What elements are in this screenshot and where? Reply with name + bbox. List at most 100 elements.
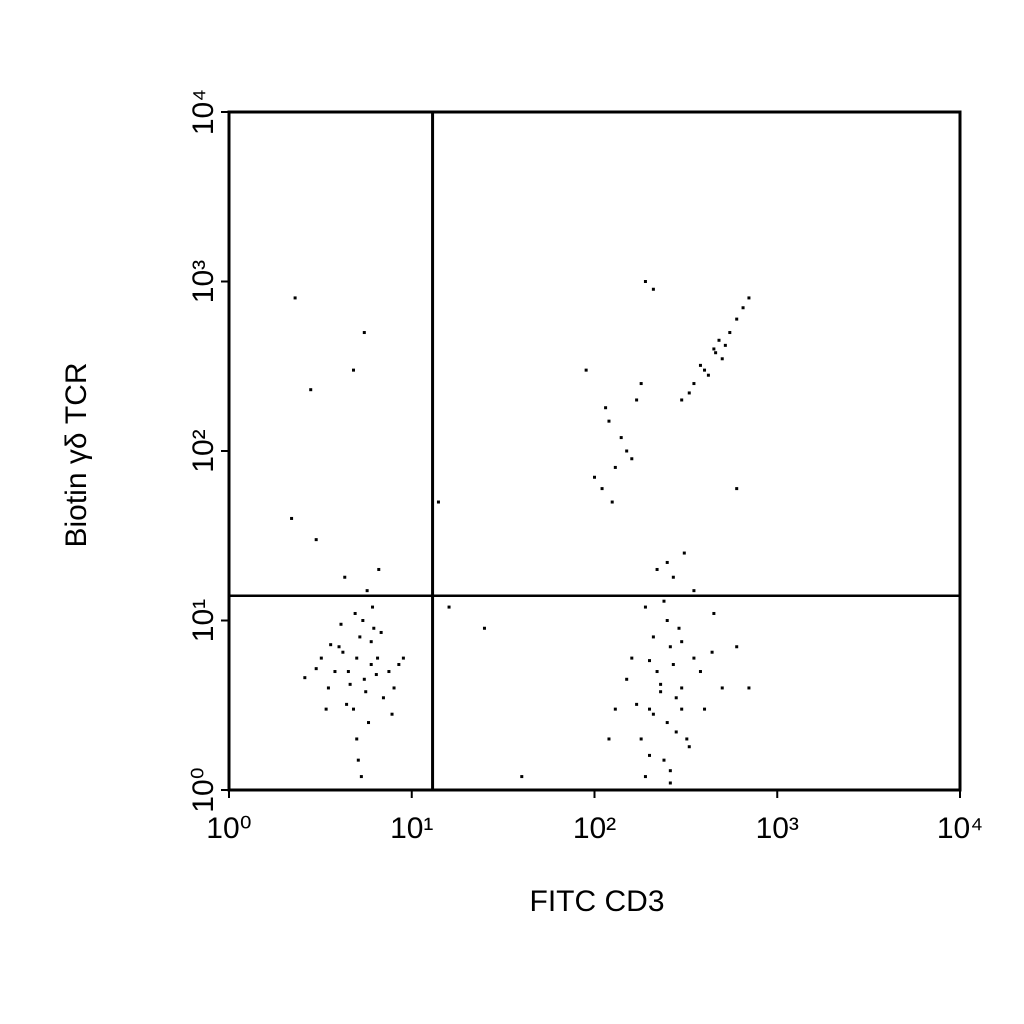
dot bbox=[293, 296, 297, 300]
dot bbox=[639, 382, 643, 386]
dot bbox=[712, 611, 716, 615]
dot bbox=[630, 656, 634, 660]
y-axis-label: Biotin γδ TCR bbox=[60, 362, 93, 547]
dot bbox=[356, 758, 360, 762]
dot bbox=[371, 605, 375, 609]
dot bbox=[698, 670, 702, 674]
dot bbox=[698, 363, 702, 367]
dot bbox=[341, 650, 345, 654]
dot bbox=[741, 306, 745, 310]
dot bbox=[359, 775, 363, 779]
dot bbox=[351, 707, 355, 711]
dot bbox=[747, 686, 751, 690]
dot bbox=[659, 682, 663, 686]
dot bbox=[348, 682, 352, 686]
y-tick-label: 10⁰ bbox=[187, 767, 220, 812]
dot bbox=[662, 758, 666, 762]
dot bbox=[390, 712, 394, 716]
dot bbox=[303, 676, 307, 680]
dot bbox=[643, 280, 647, 283]
x-tick-label: 10² bbox=[573, 812, 616, 845]
dot bbox=[687, 391, 691, 395]
dot bbox=[680, 707, 684, 711]
dot bbox=[635, 398, 639, 402]
dot bbox=[703, 707, 707, 711]
dot bbox=[353, 611, 357, 615]
x-tick-label: 10⁰ bbox=[206, 812, 251, 845]
dot bbox=[643, 605, 647, 609]
y-tick-label: 10⁴ bbox=[187, 89, 220, 135]
dot bbox=[655, 567, 659, 571]
dot bbox=[665, 721, 669, 725]
dot bbox=[381, 696, 385, 700]
dot bbox=[369, 663, 373, 667]
dot bbox=[648, 659, 652, 663]
dot bbox=[735, 645, 739, 649]
dot bbox=[668, 769, 672, 773]
dot bbox=[668, 781, 672, 785]
dot bbox=[365, 589, 369, 593]
dot bbox=[659, 690, 663, 694]
dot bbox=[674, 696, 678, 700]
dot bbox=[345, 702, 349, 706]
dot bbox=[625, 449, 629, 453]
dot bbox=[401, 656, 405, 660]
dot bbox=[339, 622, 343, 626]
dot bbox=[662, 599, 666, 603]
dot bbox=[651, 287, 655, 291]
dot bbox=[668, 645, 672, 649]
dot bbox=[613, 465, 617, 469]
dot bbox=[648, 707, 652, 711]
dot bbox=[324, 707, 328, 711]
dot bbox=[720, 357, 724, 361]
dot bbox=[680, 398, 684, 402]
dot bbox=[314, 667, 318, 671]
dot bbox=[374, 673, 378, 677]
y-tick-label: 10¹ bbox=[187, 599, 220, 642]
dot bbox=[735, 317, 739, 321]
dot bbox=[610, 500, 614, 504]
dot bbox=[687, 745, 691, 749]
dot bbox=[387, 670, 391, 674]
dot bbox=[635, 702, 639, 706]
dot bbox=[643, 775, 647, 779]
dot bbox=[648, 753, 652, 757]
dot bbox=[447, 605, 451, 609]
dot bbox=[692, 589, 696, 593]
y-tick-label: 10³ bbox=[187, 260, 220, 303]
dot bbox=[651, 635, 655, 639]
dot bbox=[358, 635, 362, 639]
dot bbox=[584, 368, 588, 372]
dot bbox=[625, 677, 629, 681]
dot bbox=[361, 619, 365, 622]
dot bbox=[436, 500, 440, 504]
dot bbox=[665, 560, 669, 564]
dot bbox=[369, 640, 373, 644]
dot bbox=[723, 343, 727, 347]
dot bbox=[692, 382, 696, 386]
dot bbox=[593, 475, 596, 479]
y-tick-label: 10² bbox=[187, 429, 220, 472]
dot bbox=[680, 686, 684, 690]
dot bbox=[677, 626, 681, 630]
dot bbox=[728, 331, 732, 335]
dot bbox=[355, 656, 359, 660]
dot bbox=[319, 656, 323, 660]
dot bbox=[600, 487, 604, 491]
dot bbox=[392, 686, 396, 690]
x-tick-label: 10¹ bbox=[390, 812, 433, 845]
dot bbox=[367, 721, 371, 725]
dot bbox=[333, 670, 337, 674]
dot bbox=[671, 663, 675, 667]
dot bbox=[482, 626, 486, 630]
dot bbox=[651, 712, 655, 716]
dot bbox=[362, 331, 366, 335]
dot bbox=[309, 388, 313, 392]
dot bbox=[397, 663, 401, 667]
dot bbox=[607, 737, 611, 741]
x-tick-label: 10³ bbox=[756, 812, 799, 845]
dot bbox=[377, 567, 381, 571]
dot bbox=[379, 630, 383, 634]
dot bbox=[735, 487, 739, 491]
